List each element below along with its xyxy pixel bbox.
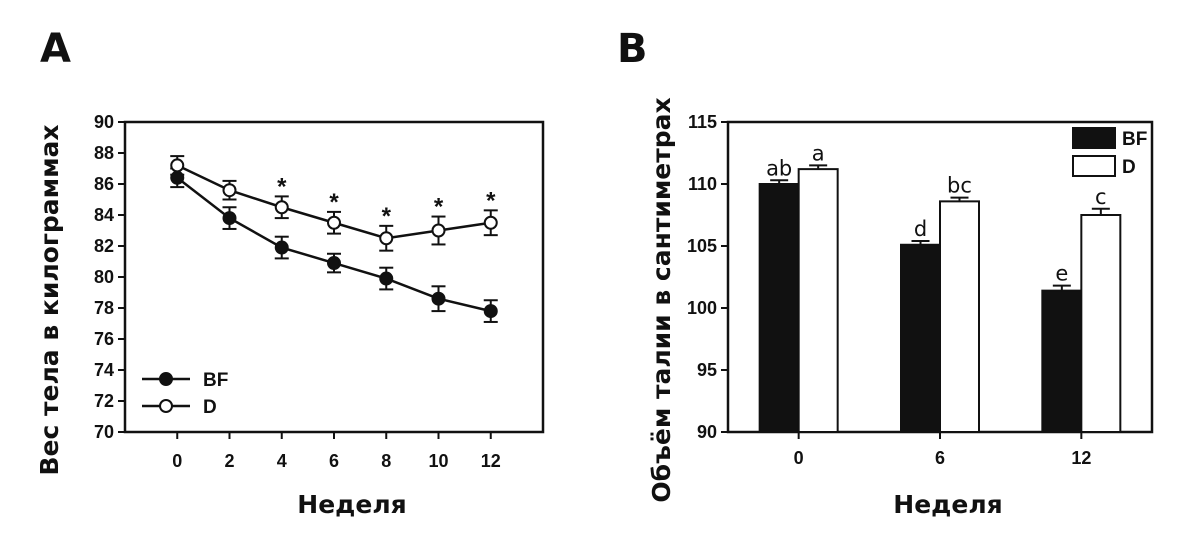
chart-a-x-tick-label: 0 (172, 451, 182, 471)
chart-a-point-bf (222, 211, 237, 226)
chart-b-y-tick-label: 105 (687, 236, 717, 256)
chart-b-x-tick-label: 12 (1071, 448, 1091, 468)
chart-a-x-tick-label: 8 (381, 451, 391, 471)
chart-b-y-tick-label: 115 (688, 112, 717, 132)
chart-a-x-tick-label: 10 (428, 451, 448, 471)
chart-a-point-d (170, 158, 185, 173)
chart-a-y-tick-label: 72 (94, 391, 114, 411)
chart-a-y-axis: 70 72 74 76 78 80 82 84 86 88 90 (94, 112, 125, 442)
chart-a-point-d (431, 223, 446, 238)
chart-b-bar-label-d: bc (947, 174, 972, 198)
panel-letter-a: A (40, 26, 71, 72)
legend-bf-marker (159, 372, 173, 386)
legend-d-label: D (203, 397, 217, 418)
chart-a-y-tick-label: 80 (94, 267, 114, 287)
chart-b-x-tick-label: 0 (794, 448, 804, 468)
chart-b-x-axis: 0 6 12 (794, 432, 1091, 468)
chart-b: 90 95 100 105 110 115 0 6 12 aba dbc e c BF D Неде… (647, 97, 1154, 519)
chart-a-y-tick-label: 70 (94, 422, 114, 442)
chart-a-point-bf (274, 240, 289, 255)
chart-a-y-tick-label: 82 (94, 236, 114, 256)
chart-a-x-tick-label: 4 (277, 451, 287, 471)
chart-a-plot-frame (123, 120, 545, 434)
chart-b-bar-label-bf: d (914, 217, 927, 241)
chart-a-series (170, 155, 498, 323)
chart-a-significance-star: * (434, 194, 444, 221)
chart-b-bar-bf (758, 183, 800, 433)
chart-b-bar-d (797, 168, 839, 433)
chart-a: 70 72 74 76 78 80 82 84 86 88 90 0 2 4 6 8 10 12 * * * * * B… (35, 112, 545, 519)
chart-b-bar-d (1080, 214, 1122, 433)
chart-b-bar-bf (1041, 289, 1083, 434)
chart-a-significance-star: * (486, 187, 496, 214)
chart-a-point-bf (379, 271, 394, 286)
chart-b-bar-bf (900, 243, 941, 433)
chart-b-y-tick-label: 95 (697, 360, 717, 380)
chart-b-y-tick-label: 110 (688, 174, 717, 194)
chart-a-significance-star: * (277, 173, 287, 200)
chart-b-y-title: Объём талии в сантиметрах (647, 97, 676, 502)
chart-a-point-d (379, 231, 394, 246)
chart-b-legend: BF D (1072, 127, 1147, 178)
chart-a-y-tick-label: 88 (94, 143, 114, 163)
chart-a-annotations: * * * * * (277, 173, 496, 229)
chart-a-x-axis: 0 2 4 6 8 10 12 (172, 432, 501, 471)
chart-a-x-tick-label: 2 (224, 451, 234, 471)
chart-b-x-tick-label: 6 (935, 448, 945, 468)
chart-a-point-bf (431, 291, 446, 306)
chart-b-bar-d (939, 200, 980, 433)
chart-b-bar-label-d: a (812, 141, 825, 165)
chart-a-y-tick-label: 74 (94, 360, 114, 380)
chart-a-point-bf (483, 304, 498, 319)
chart-a-legend: BF D (142, 370, 228, 418)
chart-a-x-title: Неделя (297, 490, 406, 519)
chart-b-y-tick-label: 100 (687, 298, 717, 318)
chart-a-y-tick-label: 78 (94, 298, 114, 318)
chart-b-bars: aba dbc e c (758, 141, 1122, 434)
legend-d-marker (159, 399, 173, 413)
chart-a-x-tick-label: 6 (329, 451, 339, 471)
chart-a-point-d (327, 215, 341, 230)
legend-bf-label-b: BF (1122, 129, 1147, 150)
chart-b-y-tick-label: 90 (697, 422, 717, 442)
chart-b-bar-label-bf: e (1055, 262, 1068, 286)
legend-bf-swatch (1072, 127, 1116, 149)
chart-a-point-bf (327, 256, 341, 271)
legend-d-swatch (1072, 155, 1116, 177)
chart-a-y-tick-label: 76 (94, 329, 114, 349)
chart-a-y-title: Вес тела в килограммах (35, 124, 64, 475)
chart-a-y-tick-label: 86 (94, 174, 114, 194)
panel-letter-b: B (617, 26, 648, 72)
chart-a-point-d (222, 183, 237, 198)
chart-a-point-d (483, 215, 498, 230)
chart-a-point-d (274, 200, 289, 215)
chart-a-significance-star: * (382, 203, 392, 230)
chart-a-point-bf (170, 170, 185, 185)
chart-a-y-tick-label: 90 (94, 112, 114, 132)
legend-bf-label: BF (203, 370, 228, 391)
chart-b-x-title: Неделя (893, 490, 1002, 519)
chart-a-x-tick-label: 12 (481, 451, 501, 471)
chart-b-bar-label-bf: ab (766, 156, 792, 180)
legend-d-label-b: D (1122, 157, 1136, 178)
chart-a-y-tick-label: 84 (94, 205, 114, 225)
chart-a-significance-star: * (329, 189, 339, 216)
chart-b-y-axis: 90 95 100 105 110 115 (687, 112, 728, 442)
chart-b-bar-label-d: c (1095, 185, 1107, 209)
